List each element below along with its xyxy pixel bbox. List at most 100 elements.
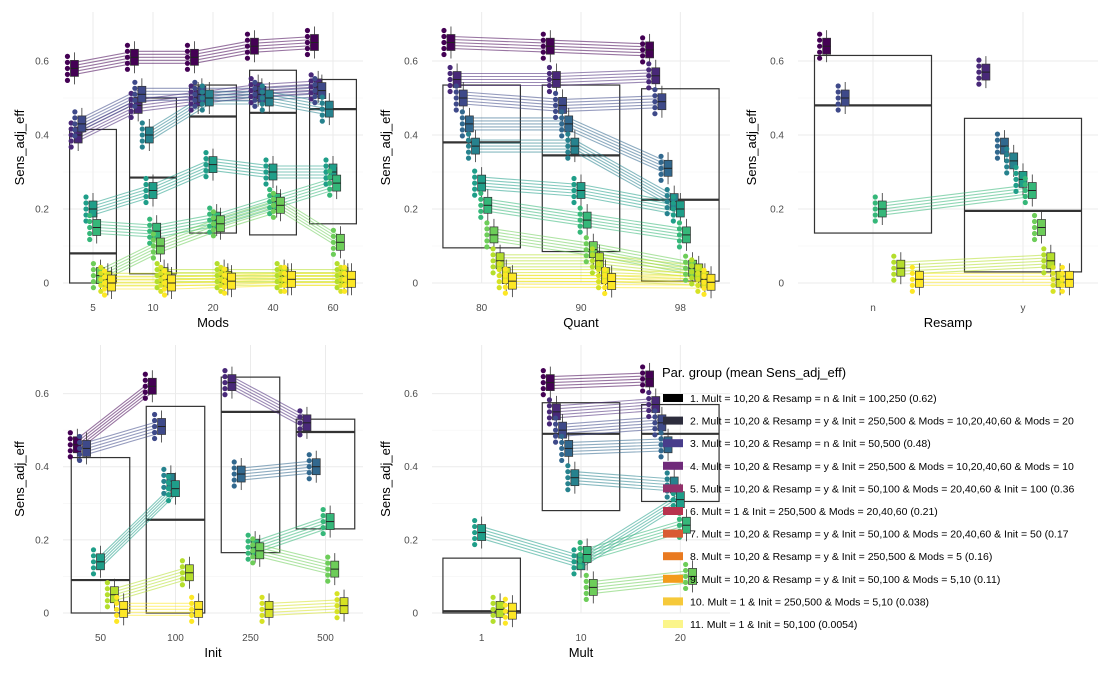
data-point [577,551,583,558]
data-point [976,81,982,87]
data-point [909,282,915,288]
data-point [304,39,311,46]
data-point [559,121,565,127]
data-point [478,214,484,220]
data-point [259,612,265,618]
data-point [250,554,256,560]
data-point [341,270,348,276]
data-point [147,216,153,222]
data-point [459,121,465,127]
data-point [565,475,571,481]
y-tick-label: 0 [43,279,49,290]
legend-swatch [663,484,683,493]
data-point [559,445,565,452]
data-point [259,107,265,113]
data-point [701,279,707,285]
data-point [683,259,689,265]
y-tick-label: 0.4 [35,462,49,473]
data-point [270,214,277,220]
data-point [142,383,148,389]
data-point [150,243,157,249]
data-point [142,389,148,395]
y-tick-label: 0.2 [35,535,49,546]
data-point [652,111,658,117]
data-point [571,547,577,553]
y-axis-title: Sens_adj_eff [12,109,27,185]
data-point [158,282,164,288]
data-point [90,273,97,279]
data-point [676,238,683,244]
data-point [83,200,89,206]
data-point [214,261,220,267]
data-point [496,267,502,273]
data-point [139,138,145,144]
data-point [872,200,878,206]
group-line [568,450,669,455]
data-point [263,169,269,175]
data-point [319,106,325,112]
x-tick-label: 40 [267,303,279,314]
panel-mult: 0 0.2 0.4 0.6 1 10 20 Mult Sens_adj_eff [378,345,730,660]
data-point [459,133,465,139]
data-point [244,49,251,55]
data-point [304,33,311,40]
data-point [341,282,348,288]
group-line [900,254,1051,263]
group-line [574,474,675,483]
data-point [72,109,78,115]
data-point [502,596,508,602]
data-point [151,429,158,436]
data-point [496,261,502,267]
data-point [552,427,559,433]
data-point [559,457,565,464]
data-point [478,190,484,196]
data-point [994,155,1001,161]
overall-box [70,456,131,614]
data-point [248,76,254,82]
data-point [330,239,337,245]
data-point [210,233,217,239]
group-line [259,547,335,567]
data-point [652,432,658,438]
data-point [652,426,658,432]
data-point [64,77,71,83]
data-point [602,284,608,291]
data-point [453,95,459,101]
group-line [231,388,308,430]
data-point [595,267,602,273]
data-point [565,137,571,143]
data-point [683,579,689,586]
data-point [1059,270,1065,276]
data-point [154,279,160,285]
legend-label: 8. Mult = 10,20 & Resamp = y & Init = 25… [690,551,992,563]
y-tick-label: 0.4 [404,462,418,473]
data-point [459,115,465,121]
data-point [154,267,160,273]
data-point [472,541,478,548]
data-point [139,132,145,138]
data-point [872,206,878,212]
y-tick-label: 0.6 [770,57,784,68]
data-point [835,101,841,107]
data-point [320,506,326,513]
data-point [161,292,168,298]
data-point [150,237,157,243]
data-point [244,31,251,37]
data-point [490,252,496,258]
data-point [472,174,478,180]
data-point [472,523,478,530]
data-point [259,89,265,95]
data-point [571,193,577,200]
data-point [188,83,194,89]
data-point [259,600,265,606]
group-line [86,419,162,443]
group-line [241,472,317,481]
data-point [250,560,256,566]
data-point [472,529,478,536]
group-line [556,400,656,410]
data-point [658,177,664,183]
legend-swatch [663,620,683,628]
data-point [1022,199,1028,206]
data-point [652,87,658,93]
data-point [259,618,265,624]
